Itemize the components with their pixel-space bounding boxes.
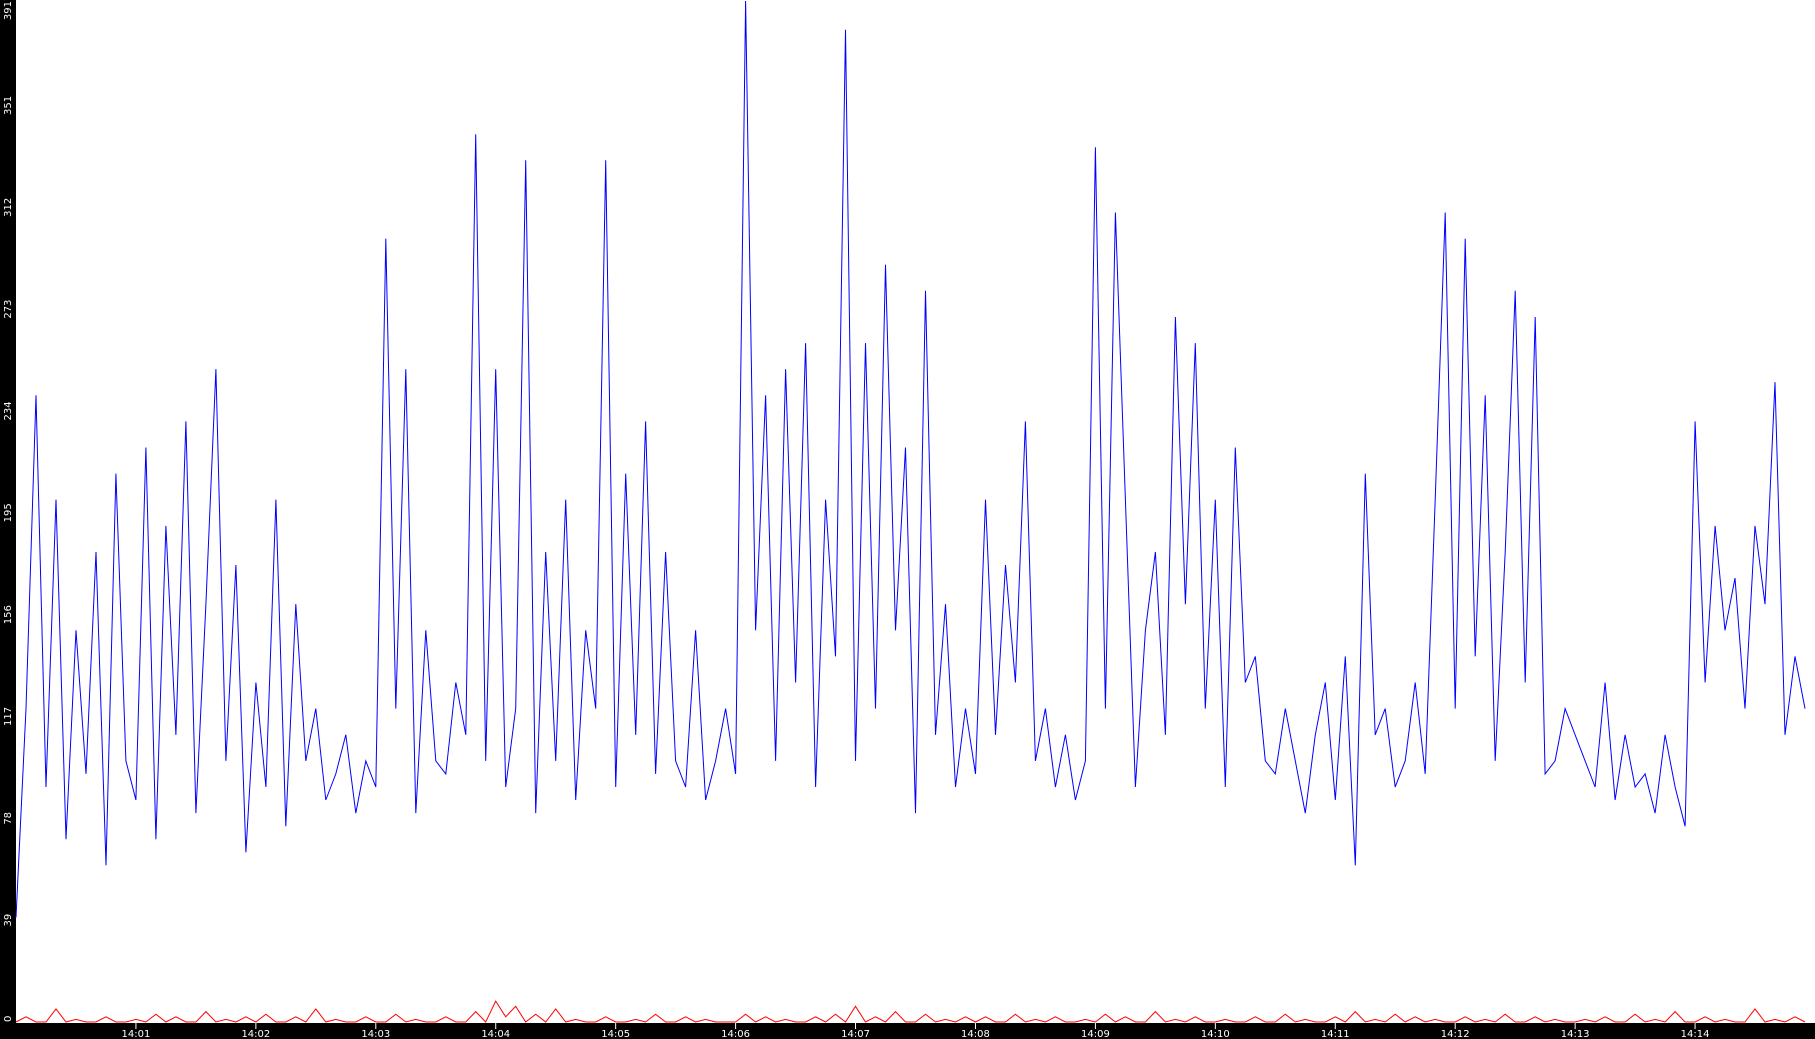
y-tick-label: 156: [3, 605, 14, 624]
x-tick-label: 14:05: [601, 1029, 630, 1039]
x-tick-label: 14:01: [122, 1029, 151, 1039]
y-tick-label: 195: [3, 503, 14, 522]
y-tick-label: 312: [3, 198, 14, 217]
x-tick-label: 14:09: [1081, 1029, 1110, 1039]
x-tick-label: 14:14: [1681, 1029, 1710, 1039]
series-1-line: [15, 0, 1806, 918]
x-tick-label: 14:08: [961, 1029, 990, 1039]
y-tick-label: 78: [3, 812, 14, 825]
x-tick-label: 14:10: [1201, 1029, 1230, 1039]
y-tick-label: 391: [3, 1, 14, 20]
x-tick-label: 14:12: [1441, 1029, 1470, 1039]
y-tick-label: 351: [3, 96, 14, 115]
x-tick-label: 14:06: [721, 1029, 750, 1039]
x-tick-label: 14:03: [361, 1029, 390, 1039]
x-tick-label: 14:02: [241, 1029, 270, 1039]
x-tick-label: 14:04: [481, 1029, 510, 1039]
y-tick-label: 234: [3, 401, 14, 420]
y-tick-label: 39: [3, 914, 14, 927]
series-2-line: [15, 1000, 1806, 1023]
y-tick-label: 0: [3, 1016, 14, 1022]
y-tick-label: 273: [3, 300, 14, 319]
x-tick-label: 14:11: [1321, 1029, 1350, 1039]
x-tick-label: 14:13: [1561, 1029, 1590, 1039]
x-axis-strip: [0, 1023, 1815, 1039]
y-axis-strip: [0, 0, 16, 1039]
y-tick-label: 117: [3, 707, 14, 726]
x-tick-label: 14:07: [841, 1029, 870, 1039]
